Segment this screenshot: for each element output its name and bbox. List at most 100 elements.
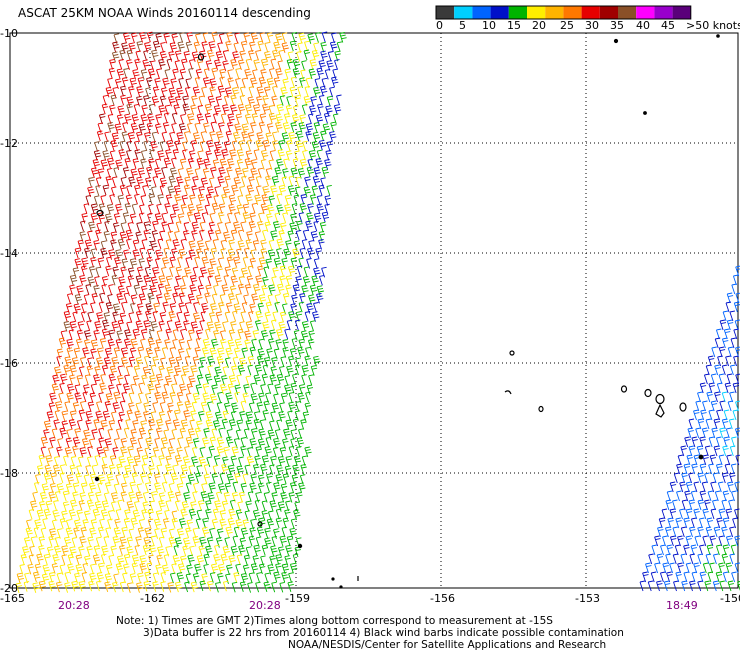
- wind-barb: [249, 303, 256, 315]
- wind-barb: [263, 86, 271, 98]
- wind-barb: [63, 364, 71, 376]
- wind-barb: [126, 103, 133, 115]
- wind-barb: [51, 383, 59, 395]
- wind-barb: [180, 113, 186, 125]
- wind-barb: [660, 544, 666, 556]
- wind-barb: [206, 140, 214, 151]
- wind-barb: [128, 176, 136, 188]
- wind-barb: [85, 419, 92, 431]
- wind-barb: [195, 518, 202, 529]
- wind-barb: [676, 490, 682, 502]
- wind-barb: [225, 436, 234, 448]
- wind-barb: [280, 392, 288, 404]
- wind-barb: [316, 292, 324, 304]
- wind-barb: [56, 348, 64, 360]
- wind-barb: [180, 284, 187, 296]
- wind-barb: [284, 555, 291, 566]
- wind-barb: [284, 328, 290, 340]
- wind-barb: [172, 338, 178, 350]
- wind-barb: [132, 509, 140, 521]
- wind-barb: [81, 438, 90, 449]
- wind-barb: [181, 275, 188, 286]
- wind-barb: [645, 562, 652, 574]
- wind-barb: [246, 455, 255, 467]
- wind-barb: [88, 177, 95, 188]
- wind-barb: [274, 167, 282, 178]
- wind-barb: [134, 140, 140, 152]
- wind-barb: [203, 464, 210, 475]
- wind-barb: [120, 266, 127, 278]
- wind-barb: [285, 419, 293, 431]
- wind-barb: [270, 545, 278, 556]
- wind-barb: [298, 428, 304, 439]
- wind-barb: [143, 229, 150, 241]
- y-label: -16: [0, 357, 18, 370]
- wind-barb: [156, 293, 163, 305]
- wind-barb: [235, 67, 241, 79]
- wind-barb: [281, 257, 288, 269]
- wind-barb: [299, 202, 307, 214]
- wind-barb: [66, 428, 72, 440]
- wind-barb: [97, 212, 105, 223]
- wind-barb: [128, 402, 135, 413]
- wind-barb: [213, 553, 221, 565]
- wind-barb: [286, 58, 294, 70]
- wind-barb: [148, 103, 155, 115]
- wind-barb: [175, 356, 182, 367]
- wind-barb: [690, 490, 697, 502]
- island: [96, 209, 104, 217]
- wind-barb: [110, 492, 119, 503]
- wind-barb: [283, 428, 291, 440]
- wind-barb: [201, 526, 210, 538]
- wind-barb: [116, 293, 124, 304]
- wind-barb: [256, 572, 262, 583]
- wind-barb: [267, 204, 275, 215]
- wind-barb: [726, 373, 733, 385]
- wind-barb: [166, 366, 174, 378]
- wind-barb: [114, 123, 122, 135]
- wind-barb: [227, 212, 233, 224]
- wind-barb: [194, 256, 200, 268]
- wind-barb: [260, 463, 268, 475]
- wind-barb: [303, 95, 311, 107]
- wind-barb: [56, 572, 63, 584]
- wind-barb: [266, 473, 273, 484]
- wind-barb: [148, 419, 156, 430]
- wind-barb: [258, 338, 264, 350]
- wind-barb: [140, 114, 148, 125]
- wind-barb: [98, 437, 105, 449]
- wind-barb: [43, 553, 51, 565]
- wind-barb: [152, 266, 160, 278]
- wind-barb: [67, 563, 75, 575]
- wind-barb: [214, 366, 222, 378]
- wind-barb: [296, 50, 302, 62]
- wind-barb: [108, 329, 115, 341]
- wind-barb: [329, 86, 335, 98]
- wind-barb: [132, 419, 139, 431]
- wind-barb: [688, 418, 695, 430]
- wind-barb: [98, 203, 106, 214]
- wind-barb: [311, 49, 320, 61]
- wind-barb: [712, 553, 719, 565]
- wind-barb: [207, 229, 215, 241]
- wind-barb: [704, 472, 710, 484]
- wind-barb: [117, 499, 123, 511]
- wind-barb: [196, 555, 204, 566]
- wind-barb: [120, 94, 127, 106]
- wind-barb: [713, 445, 720, 457]
- wind-barb: [733, 301, 740, 313]
- wind-barb: [216, 402, 223, 413]
- wind-barb: [124, 374, 130, 386]
- wind-barb: [179, 473, 186, 485]
- wind-barb: [320, 177, 326, 188]
- wind-barb: [693, 409, 700, 421]
- legend-tick-25: 25: [560, 19, 574, 32]
- wind-barb: [123, 518, 131, 529]
- wind-barb: [333, 104, 342, 115]
- wind-barb: [48, 580, 56, 592]
- wind-barb: [134, 410, 142, 422]
- wind-barb: [735, 292, 740, 304]
- wind-barb: [94, 321, 102, 332]
- wind-barb: [309, 59, 317, 70]
